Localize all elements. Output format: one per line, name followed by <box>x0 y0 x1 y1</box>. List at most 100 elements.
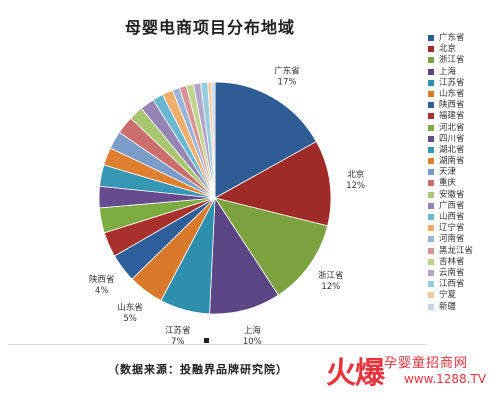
legend-item: 陕西省 <box>428 100 498 111</box>
slice-label-name: 广东省 <box>274 66 300 77</box>
legend-item: 江西省 <box>428 279 498 290</box>
legend-item: 宁夏 <box>428 290 498 301</box>
slice-label-pct: 7% <box>171 337 185 345</box>
slice-label-name: 北京 <box>347 169 364 180</box>
legend-item: 山西省 <box>428 212 498 223</box>
legend-item: 黑龙江省 <box>428 246 498 257</box>
legend-item: 山东省 <box>428 89 498 100</box>
legend-swatch <box>428 225 434 232</box>
legend-swatch <box>428 35 434 41</box>
legend-swatch <box>428 236 434 243</box>
watermark-url: www.1288.TV <box>404 372 487 386</box>
source-note: （数据来源：投融界品牌研究院） <box>108 363 288 376</box>
slice-label-name: 浙江省 <box>318 270 344 281</box>
pie-slice-广东省 <box>214 81 317 199</box>
legend-label: 江苏省 <box>439 77 465 88</box>
legend-swatch <box>428 46 434 53</box>
legend-label: 广西省 <box>439 200 465 211</box>
chart-title: 母婴电商项目分布地域 <box>124 18 295 37</box>
divider <box>8 344 426 345</box>
legend-item: 广东省 <box>428 33 498 44</box>
legend-item: 重庆 <box>428 178 498 189</box>
legend-swatch <box>428 258 434 265</box>
legend-swatch <box>428 281 434 288</box>
legend-label: 天津 <box>439 167 457 178</box>
slice-label-name: 上海 <box>244 325 262 336</box>
slice-label-pct: 10% <box>243 337 262 345</box>
legend-label: 山东省 <box>439 88 465 99</box>
legend-label: 吉林省 <box>439 256 465 267</box>
legend-swatch <box>428 169 434 176</box>
legend-item: 福建省 <box>428 111 498 122</box>
legend-label: 四川省 <box>439 133 465 144</box>
legend-swatch <box>428 247 434 254</box>
legend-label: 上海 <box>439 66 457 77</box>
legend-label: 湖南省 <box>439 156 465 167</box>
legend-item: 广西省 <box>428 201 498 212</box>
legend-label: 河南省 <box>439 234 465 245</box>
legend-label: 湖北省 <box>439 144 465 155</box>
legend-item: 辽宁省 <box>428 223 498 234</box>
pie-slice-上海 <box>209 196 279 315</box>
legend-label: 福建省 <box>439 111 465 122</box>
legend-label: 江西省 <box>439 279 465 290</box>
legend-item: 湖北省 <box>428 145 498 156</box>
legend-swatch <box>428 146 434 153</box>
pie-slice-浙江省 <box>214 197 329 296</box>
legend-swatch <box>428 202 434 209</box>
legend-item: 吉林省 <box>428 257 498 268</box>
legend-swatch <box>428 158 434 165</box>
legend-label: 辽宁省 <box>439 223 465 234</box>
watermark-brand: 火爆 <box>326 356 385 391</box>
slice-label-name: 陕西省 <box>89 274 115 285</box>
slice-label-pct: 17% <box>278 78 297 88</box>
legend-label: 河北省 <box>439 122 465 133</box>
slice-label-name: 山东省 <box>117 302 143 313</box>
legend-item: 云南省 <box>428 268 498 279</box>
legend-swatch <box>428 102 434 109</box>
slice-label-pct: 4% <box>95 286 109 296</box>
legend-label: 陕西省 <box>439 100 465 111</box>
slice-label-name: 江苏省 <box>165 325 191 336</box>
legend-item: 四川省 <box>428 134 498 145</box>
legend-item: 湖南省 <box>428 156 498 167</box>
watermark-site-name: 孕婴童招商网 <box>384 356 469 371</box>
legend-swatch <box>428 68 434 75</box>
legend-label: 浙江省 <box>439 55 465 66</box>
legend-item: 北京 <box>428 44 498 55</box>
legend-label: 北京 <box>439 44 457 55</box>
legend-label: 广东省 <box>439 33 465 43</box>
axis-tick-mark <box>204 338 209 343</box>
legend-label: 宁夏 <box>439 290 457 301</box>
legend-item: 安徽省 <box>428 190 498 201</box>
legend-swatch <box>428 303 434 310</box>
legend-swatch <box>428 269 434 276</box>
legend-swatch <box>428 124 434 131</box>
legend-label: 云南省 <box>439 267 465 278</box>
legend-swatch <box>428 214 434 220</box>
slice-label-pct: 12% <box>321 282 340 292</box>
legend-swatch <box>428 79 434 86</box>
legend-item: 河北省 <box>428 123 498 134</box>
legend-label: 安徽省 <box>439 189 465 200</box>
legend-swatch <box>428 57 434 64</box>
legend-item: 江苏省 <box>428 78 498 89</box>
legend-item: 天津 <box>428 167 498 178</box>
legend-item: 新疆 <box>428 302 498 313</box>
legend-swatch <box>428 90 434 97</box>
legend-swatch <box>428 180 434 187</box>
legend-item: 浙江省 <box>428 55 498 66</box>
legend-item: 河南省 <box>428 234 498 245</box>
legend-swatch <box>428 292 434 299</box>
legend-item: 上海 <box>428 67 498 78</box>
slice-label-pct: 12% <box>346 181 365 191</box>
pie-slice-新疆 <box>210 81 216 199</box>
